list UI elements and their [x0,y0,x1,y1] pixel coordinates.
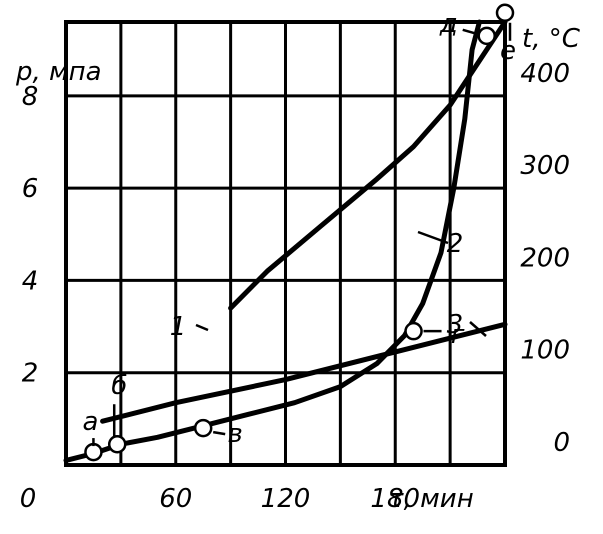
point-marker [107,434,127,454]
series-line-3 [100,321,508,424]
x-axis-title: τ, мин [388,484,474,514]
series-line-2 [63,19,482,463]
y-right-tick-label: 100 [520,336,570,366]
x-tick-label: 120 [261,484,311,514]
point-label: а [82,407,98,437]
point-label: в [228,419,243,449]
y-right-tick-label: 300 [520,151,570,181]
series-label-leader [195,323,209,332]
point-markers [84,3,515,462]
grid [64,20,507,467]
point-label: е [500,36,516,66]
point-label: б [111,371,127,401]
series-line-1 [228,19,508,311]
point-leader [462,28,478,36]
series-label: 1 [170,312,187,342]
y-right-tick-label: 0 [553,428,570,458]
point-leader [212,430,226,436]
point-label: д [439,9,458,39]
y-right-tick-label: 200 [520,243,570,273]
point-label: г [451,320,465,350]
x-tick-label: 180 [370,484,420,514]
point-marker [193,418,213,438]
y-right-tick-label: 400 [520,59,570,89]
point-marker [84,442,103,462]
y-left-tick-label: 4 [22,266,39,296]
series-label: 2 [447,229,464,259]
x-tick-label: 0 [20,484,37,514]
curves [63,19,508,463]
y-left-tick-label: 8 [22,82,39,112]
series-label-leader [469,321,487,337]
series-label: 3 [447,310,464,340]
y-axis-left-title: p, мпа [15,57,102,87]
y-axis-right-title: t, °C [522,24,581,54]
labels: 0 60 120 180 2 4 6 8 0 100 200 300 400 1 2 3 аб в г д е [20,9,570,514]
point-marker [477,26,496,46]
point-marker [495,3,515,23]
y-left-tick-label: 2 [22,359,39,389]
series-label-leader [417,230,449,245]
x-tick-label: 60 [159,484,192,514]
point-marker [404,321,423,341]
y-left-tick-label: 6 [22,174,39,204]
